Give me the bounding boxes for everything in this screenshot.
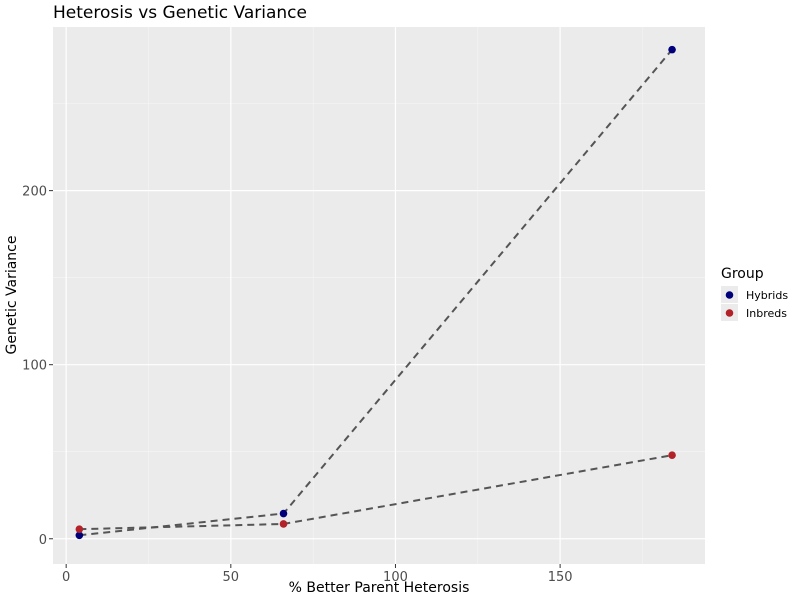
legend-title: Group	[721, 266, 764, 282]
legend-marker-hybrids	[725, 291, 734, 299]
x-tick-label: 100	[383, 570, 408, 585]
x-axis-label: % Better Parent Heterosis	[289, 580, 470, 596]
y-tick-label: 100	[22, 359, 47, 374]
legend-marker-inbreds	[725, 309, 734, 317]
y-axis-label: Genetic Variance	[4, 236, 20, 355]
legend-entries: Hybrids Inbreds	[721, 286, 788, 321]
y-tick-label: 0	[39, 533, 47, 548]
x-tick-labels: 0 50 100 150	[62, 570, 572, 585]
y-tick-label: 200	[22, 185, 47, 200]
x-tick-label: 0	[62, 570, 70, 585]
chart-title: Heterosis vs Genetic Variance	[53, 3, 307, 23]
data-point-hybrids	[75, 531, 84, 540]
legend-label-hybrids: Hybrids	[746, 289, 788, 302]
grid-major	[53, 27, 705, 564]
data-point-inbreds	[279, 520, 288, 528]
data-point-inbreds	[668, 451, 676, 460]
legend: Group Hybrids Inbreds	[721, 266, 788, 321]
y-tick-labels: 0 100 200	[22, 185, 47, 548]
legend-label-inbreds: Inbreds	[746, 307, 787, 320]
plot-panel	[53, 27, 705, 564]
data-point-hybrids	[279, 509, 288, 518]
data-point-hybrids	[668, 45, 676, 54]
series-points	[75, 45, 676, 540]
grid-minor	[53, 27, 705, 564]
axis-ticks	[49, 190, 561, 568]
x-tick-label: 50	[223, 570, 240, 585]
x-tick-label: 150	[548, 570, 573, 585]
data-point-inbreds	[75, 525, 84, 533]
